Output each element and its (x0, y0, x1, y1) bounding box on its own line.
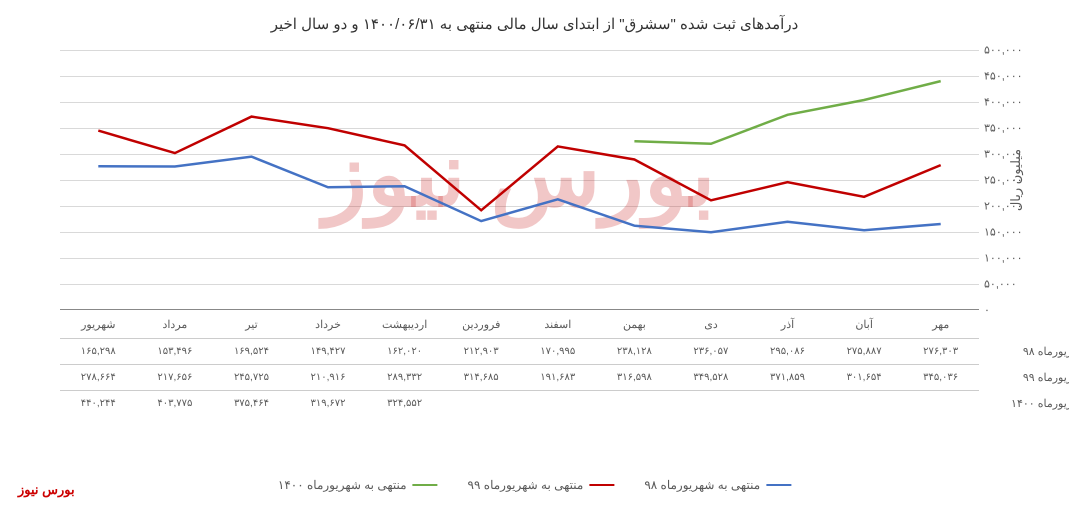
series-line (634, 81, 940, 144)
data-cell: ۳۱۴,۶۸۵ (443, 372, 520, 383)
legend-item: منتهی به شهریورماه ۹۹ (468, 478, 615, 492)
data-cell: ۴۰۳,۷۷۵ (137, 398, 214, 409)
data-cell: ۳۴۹,۵۲۸ (673, 372, 750, 383)
series-label: منتهی به شهریورماه ۹۹ (989, 371, 1069, 384)
data-cell: ۲۹۵,۰۸۶ (749, 346, 826, 357)
chart-container: درآمدهای ثبت شده "سشرق" از ابتدای سال ما… (10, 10, 1059, 500)
legend-text: منتهی به شهریورماه ۹۹ (468, 478, 584, 492)
data-cell: ۱۷۰,۹۹۵ (519, 346, 596, 357)
y-tick-label: ۵۰,۰۰۰ (984, 278, 1044, 291)
data-cell: ۳۱۶,۵۹۸ (596, 372, 673, 383)
x-tick-label: فروردین (462, 318, 500, 331)
data-cell: ۳۰۱,۶۵۴ (826, 372, 903, 383)
series-label: منتهی به شهریورماه ۱۴۰۰ (989, 397, 1069, 410)
data-cell: ۱۹۱,۶۸۳ (519, 372, 596, 383)
y-tick-label: ۱۰۰,۰۰۰ (984, 252, 1044, 265)
y-tick-label: ۰ (984, 304, 1044, 317)
data-cell: ۱۶۹,۵۲۴ (213, 346, 290, 357)
x-tick-label: خرداد (315, 318, 341, 331)
data-cell: ۲۱۲,۹۰۳ (443, 346, 520, 357)
legend-text: منتهی به شهریورماه ۱۴۰۰ (278, 478, 407, 492)
plot-area: میلیون ریال ۰۵۰,۰۰۰۱۰۰,۰۰۰۱۵۰,۰۰۰۲۰۰,۰۰۰… (60, 50, 979, 310)
data-cell: ۲۷۸,۶۶۴ (60, 372, 137, 383)
y-tick-label: ۲۵۰,۰۰۰ (984, 174, 1044, 187)
data-cell: ۳۲۴,۵۵۲ (366, 398, 443, 409)
x-tick-label: مهر (932, 318, 949, 331)
x-tick-label: تیر (245, 318, 257, 331)
data-cell: ۲۴۵,۷۲۵ (213, 372, 290, 383)
x-tick-label: دی (704, 318, 718, 331)
series-label: منتهی به شهریورماه ۹۸ (989, 345, 1069, 358)
legend-item: منتهی به شهریورماه ۹۸ (644, 478, 791, 492)
series-line (98, 117, 940, 211)
x-tick-label: اسفند (544, 318, 571, 331)
data-cell: ۲۷۵,۸۸۷ (826, 346, 903, 357)
y-tick-label: ۴۰۰,۰۰۰ (984, 96, 1044, 109)
legend-text: منتهی به شهریورماه ۹۸ (644, 478, 760, 492)
x-tick-label: شهریور (81, 318, 115, 331)
data-cell: ۲۱۷,۶۵۶ (137, 372, 214, 383)
chart-title: درآمدهای ثبت شده "سشرق" از ابتدای سال ما… (10, 10, 1059, 43)
x-tick-label: آبان (855, 318, 873, 331)
data-cell: ۲۸۹,۳۳۲ (366, 372, 443, 383)
data-cell: ۲۱۰,۹۱۶ (290, 372, 367, 383)
data-cell: ۱۴۹,۴۲۷ (290, 346, 367, 357)
y-tick-label: ۳۵۰,۰۰۰ (984, 122, 1044, 135)
data-cell: ۲۳۸,۱۲۸ (596, 346, 673, 357)
legend-swatch-icon (766, 484, 791, 486)
x-tick-label: مرداد (162, 318, 187, 331)
legend-swatch-icon (589, 484, 614, 486)
table-row: منتهی به شهریورماه ۱۴۰۰۴۴۰,۲۴۴۴۰۳,۷۷۵۳۷۵… (60, 390, 979, 416)
chart-lines (60, 50, 979, 309)
table-row: منتهی به شهریورماه ۹۹۲۷۸,۶۶۴۲۱۷,۶۵۶۲۴۵,۷… (60, 364, 979, 390)
data-cell: ۱۶۵,۲۹۸ (60, 346, 137, 357)
data-cell: ۳۱۹,۶۷۲ (290, 398, 367, 409)
y-tick-label: ۱۵۰,۰۰۰ (984, 226, 1044, 239)
x-tick-label: اردیبهشت (382, 318, 427, 331)
table-row: منتهی به شهریورماه ۹۸۱۶۵,۲۹۸۱۵۳,۴۹۶۱۶۹,۵… (60, 338, 979, 364)
legend-swatch-icon (413, 484, 438, 486)
data-cell: ۴۴۰,۲۴۴ (60, 398, 137, 409)
footer-brand: بورس نیوز (18, 482, 75, 498)
data-cell: ۳۷۵,۴۶۴ (213, 398, 290, 409)
x-tick-label: آذر (781, 318, 794, 331)
y-tick-label: ۵۰۰,۰۰۰ (984, 44, 1044, 57)
y-tick-label: ۲۰۰,۰۰۰ (984, 200, 1044, 213)
data-table: منتهی به شهریورماه ۹۸۱۶۵,۲۹۸۱۵۳,۴۹۶۱۶۹,۵… (60, 338, 979, 416)
y-tick-label: ۴۵۰,۰۰۰ (984, 70, 1044, 83)
series-line (98, 157, 940, 233)
data-cell: ۳۴۵,۰۳۶ (902, 372, 979, 383)
data-cell: ۱۶۲,۰۲۰ (366, 346, 443, 357)
data-cell: ۲۳۶,۰۵۷ (673, 346, 750, 357)
y-tick-label: ۳۰۰,۰۰۰ (984, 148, 1044, 161)
data-cell: ۱۵۳,۴۹۶ (137, 346, 214, 357)
data-cell: ۲۷۶,۳۰۳ (902, 346, 979, 357)
x-tick-label: بهمن (623, 318, 646, 331)
legend: منتهی به شهریورماه ۹۸ منتهی به شهریورماه … (278, 478, 791, 492)
data-cell: ۳۷۱,۸۵۹ (749, 372, 826, 383)
x-axis-labels: مهر آبان آذر دی بهمن اسفند فروردین اردیبهشت خردا… (60, 310, 979, 330)
legend-item: منتهی به شهریورماه ۱۴۰۰ (278, 478, 438, 492)
